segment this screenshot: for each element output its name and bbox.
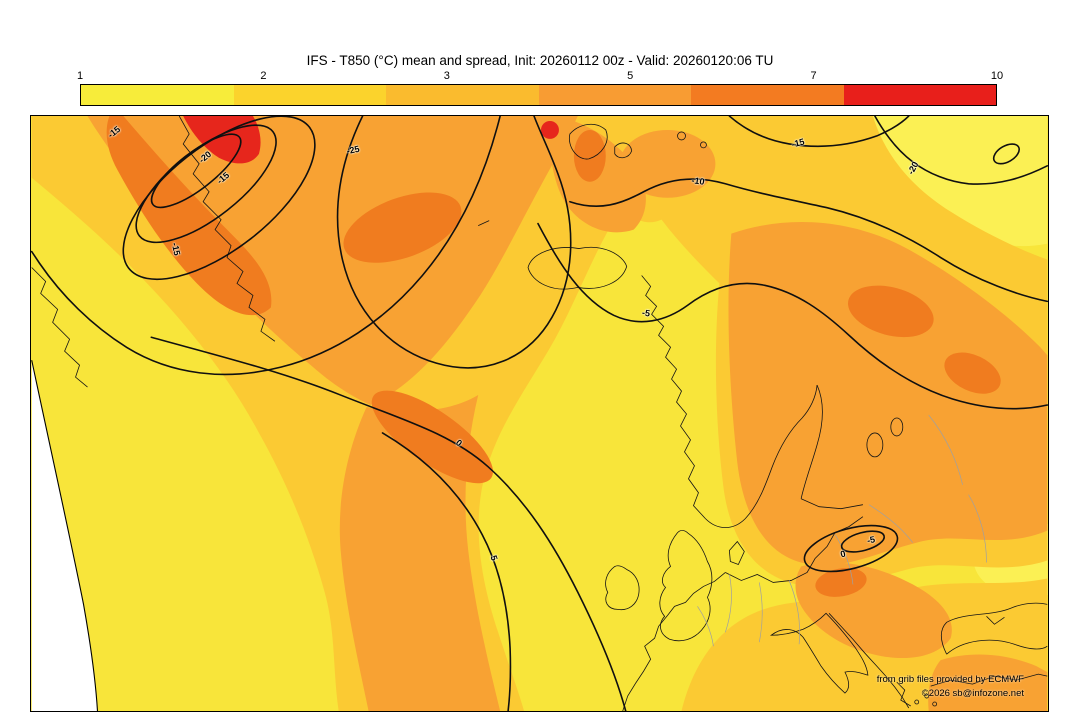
country-border	[928, 414, 963, 485]
west-europe-coast	[622, 572, 726, 711]
balkan-coast	[828, 613, 910, 709]
country-border	[725, 574, 732, 633]
fill-regions	[31, 116, 1048, 711]
temperature-contour-pocket	[803, 524, 899, 573]
contour-label: -10	[690, 175, 706, 187]
contour-label: -5	[641, 307, 651, 319]
chart-title: IFS - T850 (°C) mean and spread, Init: 2…	[306, 53, 774, 68]
temperature-contour-outer	[31, 116, 501, 376]
temperature-contour-minus10	[569, 178, 1048, 303]
aegean-island	[932, 701, 938, 707]
country-border	[697, 606, 714, 647]
credits: from grib files provided by ECMWF ©2026 …	[877, 673, 1024, 702]
spread-region-deep-orange	[848, 285, 934, 338]
sweden-coast	[705, 385, 818, 529]
colorbar-segment	[538, 85, 691, 105]
colorbar-segment	[691, 85, 844, 105]
spread-region-orange	[619, 129, 716, 198]
aegean-island	[924, 693, 930, 699]
projection-boundary	[31, 360, 99, 711]
aegean-island	[914, 699, 920, 705]
svalbard-coast	[568, 123, 608, 160]
arctic-island	[677, 131, 686, 141]
credits-source: from grib files provided by ECMWF	[876, 673, 1024, 685]
colorbar-tick: 2	[260, 70, 267, 82]
spread-region-red	[540, 120, 559, 139]
contour-lines	[31, 116, 1048, 711]
anatolia-coast	[930, 673, 1048, 687]
spread-region-deep-orange	[815, 567, 867, 597]
jan-mayen	[478, 220, 490, 226]
denmark-coast	[728, 540, 745, 565]
svalbard-island	[614, 142, 633, 159]
temperature-contour	[122, 116, 316, 281]
colorbar-bar	[80, 84, 997, 106]
temperature-contour-minus20	[874, 116, 1048, 185]
gulf-of-finland-coast	[800, 498, 863, 510]
credits-copyright: ©2026 sb@infozone.net	[921, 688, 1024, 700]
colorbar-segment	[386, 85, 539, 105]
greece-coast	[896, 681, 911, 707]
italy-coast	[770, 612, 869, 694]
spread-region-deep-orange	[343, 192, 462, 263]
country-border	[968, 494, 987, 563]
colorbar-segment	[233, 85, 386, 105]
britain-coast	[659, 530, 713, 642]
colorbar-ticks: 1 2 3 5 7 10	[76, 70, 1003, 84]
greenland-east-coast	[178, 116, 276, 342]
ireland-coast	[605, 565, 640, 611]
country-border	[834, 534, 854, 585]
black-sea-north-coast	[941, 602, 1048, 655]
country-borders	[697, 414, 987, 647]
greenland-southwest-coast	[31, 267, 88, 388]
temperature-contour	[135, 124, 277, 244]
spread-region-deep-orange	[106, 116, 272, 316]
temperature-contour-minus5	[537, 222, 1048, 410]
country-border	[868, 504, 914, 543]
colorbar-segment	[81, 85, 234, 105]
spread-region-orange	[87, 116, 578, 406]
colorbar-tick: 10	[990, 70, 1004, 82]
country-border	[788, 580, 800, 645]
crimea-coast	[986, 616, 1005, 625]
colorbar-segment	[843, 85, 996, 105]
country-border	[758, 582, 763, 643]
temperature-contour-small	[992, 143, 1020, 165]
norway-coast	[641, 275, 706, 519]
black-sea-south-coast	[946, 639, 1048, 655]
colorbar-tick: 1	[76, 70, 84, 82]
colorbar: 1 2 3 5 7 10	[76, 70, 1003, 106]
spread-region-orange	[928, 654, 1048, 711]
iceland-coast	[527, 247, 628, 290]
lake-onega	[890, 417, 904, 437]
coastlines	[31, 116, 1048, 711]
temperature-contour-minus25	[336, 116, 572, 369]
finland-coast	[800, 384, 823, 499]
spread-region-deep-orange	[371, 390, 493, 484]
colorbar-tick: 7	[810, 70, 817, 82]
spread-region-light	[866, 116, 1048, 247]
temperature-contour-plus5	[381, 432, 512, 711]
map-svg	[31, 116, 1048, 711]
spread-region-deep-orange	[573, 129, 606, 182]
colorbar-tick: 3	[443, 70, 450, 82]
temperature-contour-minus15	[728, 116, 910, 148]
weather-map: -15 -20 -15 -25 -15 -10 -15 -20 -5 0 5 -…	[30, 115, 1049, 712]
no-data-wedge	[31, 360, 98, 711]
lake-ladoga	[866, 432, 884, 458]
spread-region-deep-orange	[944, 352, 1001, 394]
colorbar-tick: 5	[627, 70, 634, 82]
temperature-contour-zero	[150, 336, 627, 711]
temperature-contour-pocket	[840, 530, 886, 553]
spread-region-orange	[728, 221, 1048, 566]
arctic-island	[700, 141, 707, 149]
